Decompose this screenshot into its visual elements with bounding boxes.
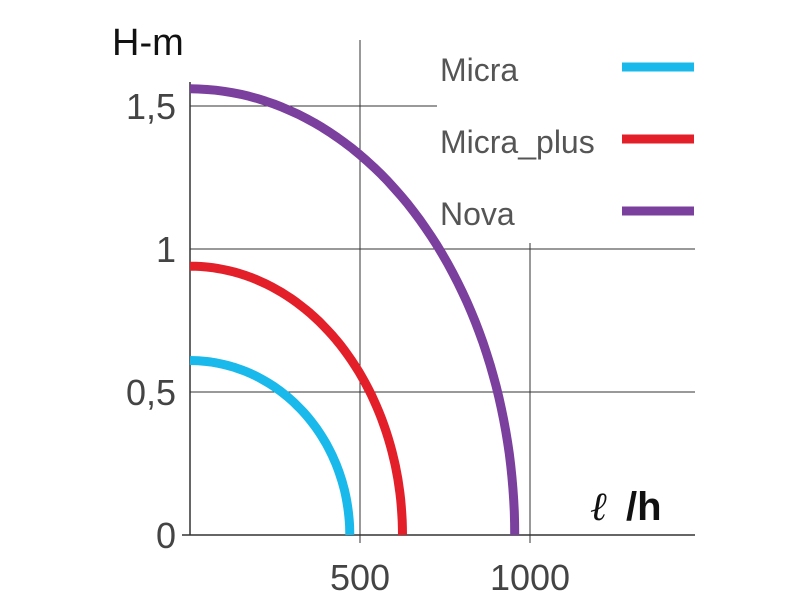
y-tick-label: 0	[156, 515, 176, 556]
x-tick-label: 500	[330, 557, 390, 598]
grid-lines	[190, 40, 695, 543]
legend-label: Nova	[440, 196, 515, 232]
y-tick-label: 0,5	[126, 372, 176, 413]
y-tick-label: 1	[156, 229, 176, 270]
series-curve-nova	[189, 84, 520, 536]
x-axis-unit: /h	[626, 485, 662, 529]
tick-labels: 0 0,5 1 1,5 500 1000	[126, 86, 570, 598]
legend-label: Micra_plus	[440, 124, 595, 160]
series-curve-micra	[189, 356, 355, 536]
y-axis-title: H-m	[112, 22, 184, 64]
series-curve-micra-plus	[189, 261, 407, 536]
axes	[182, 82, 695, 536]
legend: Micra Micra_plus Nova	[440, 52, 694, 232]
legend-label: Micra	[440, 52, 518, 88]
y-tick-label: 1,5	[126, 86, 176, 127]
series-curves	[189, 84, 520, 536]
x-tick-label: 1000	[490, 557, 570, 598]
x-axis-unit-prefix: ℓ	[590, 484, 607, 530]
